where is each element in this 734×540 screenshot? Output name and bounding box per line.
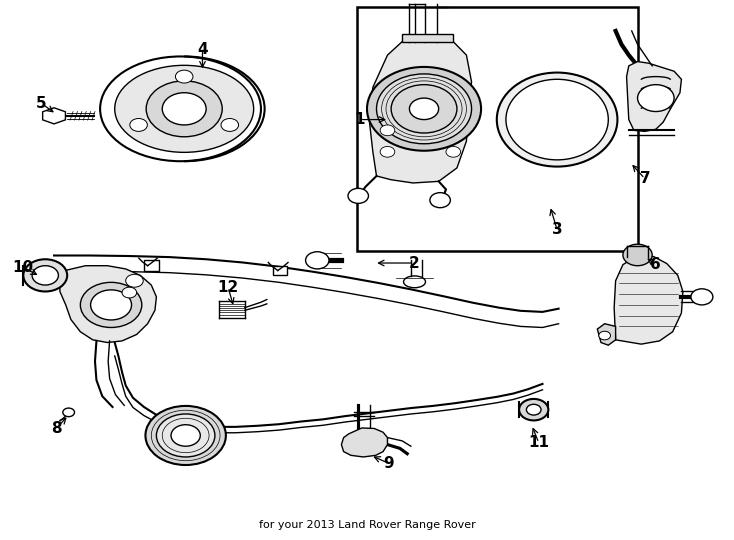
Text: 11: 11 (528, 435, 549, 450)
Text: for your 2013 Land Rover Range Rover: for your 2013 Land Rover Range Rover (258, 520, 476, 530)
Polygon shape (402, 33, 454, 42)
Circle shape (446, 146, 461, 157)
Circle shape (130, 118, 148, 131)
Circle shape (410, 98, 439, 119)
Circle shape (146, 81, 222, 137)
Circle shape (623, 244, 653, 266)
Circle shape (519, 399, 548, 421)
Circle shape (221, 118, 239, 131)
Circle shape (23, 259, 68, 292)
Ellipse shape (506, 79, 608, 160)
Text: 6: 6 (650, 257, 661, 272)
Circle shape (430, 193, 451, 208)
Polygon shape (614, 256, 683, 344)
Text: 10: 10 (12, 260, 34, 275)
Circle shape (122, 287, 137, 298)
Polygon shape (627, 62, 681, 131)
Circle shape (162, 93, 206, 125)
Circle shape (377, 74, 471, 144)
Circle shape (32, 266, 59, 285)
Circle shape (391, 85, 457, 133)
Polygon shape (369, 42, 471, 183)
Ellipse shape (100, 57, 261, 161)
Circle shape (63, 408, 75, 417)
Polygon shape (341, 428, 388, 457)
Text: 4: 4 (197, 42, 208, 57)
Circle shape (126, 274, 143, 287)
Text: 2: 2 (409, 255, 420, 271)
Circle shape (638, 85, 674, 112)
Circle shape (380, 125, 395, 136)
Circle shape (171, 425, 200, 446)
Bar (357, 7, 638, 251)
Circle shape (80, 282, 142, 327)
Text: 5: 5 (36, 96, 47, 111)
Polygon shape (273, 266, 286, 275)
Circle shape (348, 188, 368, 204)
Text: 3: 3 (552, 222, 562, 237)
Polygon shape (597, 323, 616, 345)
Circle shape (367, 67, 481, 151)
Circle shape (599, 331, 611, 340)
Ellipse shape (404, 276, 426, 288)
Polygon shape (60, 266, 156, 342)
Circle shape (691, 289, 713, 305)
Circle shape (145, 406, 226, 465)
Circle shape (305, 252, 329, 269)
Text: 7: 7 (639, 171, 650, 186)
Ellipse shape (497, 72, 617, 166)
Circle shape (90, 290, 131, 320)
Ellipse shape (115, 65, 254, 152)
Text: 1: 1 (355, 112, 365, 127)
Polygon shape (144, 260, 159, 271)
Circle shape (526, 404, 541, 415)
Text: 9: 9 (384, 456, 394, 471)
Circle shape (175, 70, 193, 83)
Text: 12: 12 (217, 280, 239, 295)
Text: 8: 8 (51, 421, 62, 436)
Circle shape (156, 414, 215, 457)
Circle shape (380, 146, 395, 157)
Polygon shape (43, 108, 65, 124)
